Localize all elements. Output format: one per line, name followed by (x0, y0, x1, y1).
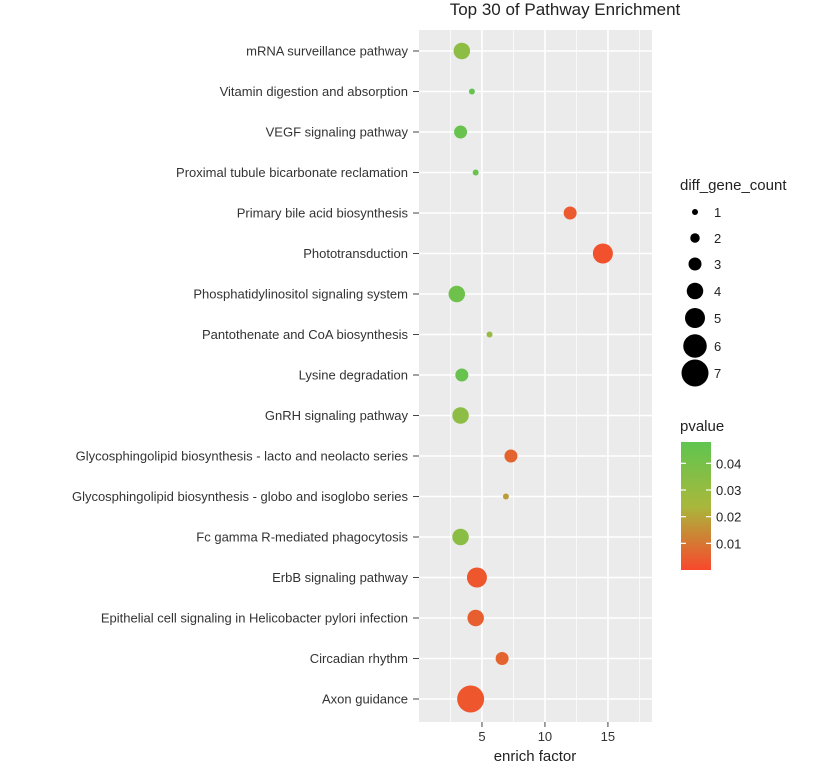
size-legend: diff_gene_count 1 2 3 4 5 6 7 (680, 177, 787, 387)
category-label: mRNA surveillance pathway (246, 44, 408, 59)
chart-title: Top 30 of Pathway Enrichment (450, 0, 681, 19)
size-legend-label: 4 (714, 284, 721, 299)
pvalue-legend-label: 0.03 (716, 483, 741, 498)
data-point (453, 42, 471, 60)
category-label: Pantothenate and CoA biosynthesis (202, 327, 408, 342)
data-point (502, 493, 509, 500)
data-point (467, 609, 484, 627)
y-axis-ticks (413, 50, 419, 700)
data-point (486, 331, 493, 338)
category-label: Primary bile acid biosynthesis (237, 206, 409, 221)
size-legend-dot (692, 209, 698, 215)
size-legend-label: 2 (714, 231, 721, 246)
pvalue-legend-label: 0.04 (716, 456, 741, 471)
size-legend-dot (683, 334, 707, 358)
size-legend-dot (685, 308, 705, 328)
grid-lines (419, 30, 652, 722)
data-point (448, 285, 466, 303)
x-axis-title: enrich factor (494, 748, 577, 762)
x-axis-ticks: 5 10 15 (478, 722, 615, 744)
data-point (466, 567, 487, 588)
category-label: Phototransduction (303, 246, 408, 261)
x-tick-label: 10 (538, 729, 552, 744)
category-label: GnRH signaling pathway (265, 408, 409, 423)
category-label: Axon guidance (322, 692, 408, 707)
size-legend-dot (681, 359, 709, 387)
pvalue-legend-label: 0.01 (716, 536, 741, 551)
data-point (454, 125, 468, 139)
category-label: Glycosphingolipid biosynthesis - lacto a… (76, 449, 409, 464)
category-label: Vitamin digestion and absorption (220, 84, 408, 99)
data-point (455, 368, 469, 382)
y-axis-labels: mRNA surveillance pathway Vitamin digesti… (72, 44, 409, 707)
data-point (452, 528, 469, 546)
data-point (504, 449, 518, 463)
data-point (472, 169, 479, 176)
data-point (563, 206, 577, 220)
size-legend-dot (690, 233, 700, 243)
size-legend-label: 1 (714, 205, 721, 220)
pvalue-legend-title: pvalue (680, 418, 724, 435)
data-point (495, 652, 509, 665)
category-label: Circadian rhythm (310, 651, 408, 666)
category-label: Proximal tubule bicarbonate reclamation (176, 165, 408, 180)
size-legend-dot (688, 257, 702, 271)
size-legend-label: 5 (714, 311, 721, 326)
category-label: ErbB signaling pathway (272, 570, 408, 585)
pvalue-legend-label: 0.02 (716, 510, 741, 525)
size-legend-dot (686, 282, 704, 300)
x-tick-label: 15 (601, 729, 615, 744)
size-legend-label: 3 (714, 257, 721, 272)
category-label: Glycosphingolipid biosynthesis - globo a… (72, 489, 409, 504)
category-label: Lysine degradation (299, 368, 408, 383)
x-tick-label: 5 (478, 729, 485, 744)
pvalue-legend: pvalue 0.04 0.03 0.02 0.01 (680, 418, 741, 570)
size-legend-title: diff_gene_count (680, 177, 787, 194)
category-label: Epithelial cell signaling in Helicobacte… (101, 611, 408, 626)
data-points (448, 42, 613, 713)
data-point (457, 685, 485, 713)
category-label: Fc gamma R-mediated phagocytosis (196, 530, 408, 545)
data-point (592, 243, 613, 264)
category-label: VEGF signaling pathway (266, 125, 409, 140)
pvalue-colorbar (681, 442, 711, 570)
data-point (468, 88, 475, 95)
data-point (452, 407, 469, 424)
size-legend-label: 7 (714, 366, 721, 381)
category-label: Phosphatidylinositol signaling system (193, 287, 408, 302)
size-legend-label: 6 (714, 339, 721, 354)
